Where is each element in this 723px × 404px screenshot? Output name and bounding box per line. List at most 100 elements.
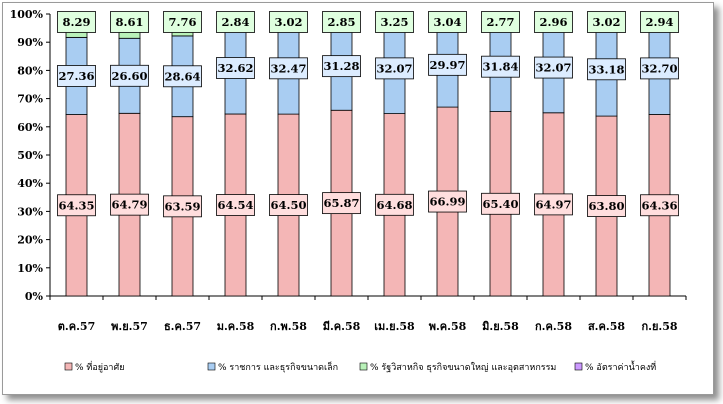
data-label-box: [322, 192, 361, 215]
y-tick-label: 100%: [10, 8, 44, 21]
x-tick-label: มี.ค.58: [323, 320, 361, 333]
data-label: 3.25: [380, 15, 408, 29]
data-label: 32.70: [641, 61, 677, 75]
data-label: 8.29: [62, 15, 90, 29]
data-label: 2.96: [539, 15, 567, 29]
data-label-box: [428, 190, 467, 213]
data-label-box: [375, 57, 414, 80]
y-tick-label: 50%: [17, 149, 43, 162]
data-label: 32.47: [270, 61, 306, 75]
data-label: 31.28: [323, 59, 359, 73]
data-label-box: [322, 11, 361, 33]
data-label-box: [640, 194, 679, 217]
data-label: 2.85: [327, 15, 355, 29]
data-label-box: [57, 65, 96, 87]
data-label-box: [481, 55, 520, 78]
data-label-box: [216, 194, 255, 216]
data-label-box: [587, 11, 626, 33]
data-label-box: [110, 193, 149, 216]
data-label: 3.02: [274, 15, 302, 29]
data-label-box: [640, 57, 679, 80]
x-tick-label: มิ.ย.58: [482, 320, 519, 333]
data-label: 26.60: [111, 69, 147, 83]
data-label-box: [587, 195, 626, 217]
legend-swatch: [207, 362, 216, 371]
x-tick-label: ก.ย.58: [641, 320, 677, 333]
data-label: 64.54: [217, 198, 253, 212]
data-label: 29.97: [429, 58, 465, 72]
legend-label: % ที่อยู่อาศัย: [75, 360, 124, 373]
data-label-box: [110, 64, 149, 87]
data-label: 32.07: [535, 61, 571, 75]
data-label: 27.36: [58, 69, 94, 83]
data-label: 31.84: [482, 60, 518, 74]
y-tick-label: 80%: [17, 64, 43, 77]
x-tick-label: ส.ค.58: [588, 320, 625, 333]
data-label: 64.97: [535, 197, 571, 211]
y-tick-label: 20%: [17, 234, 43, 247]
y-tick-label: 90%: [17, 36, 43, 49]
y-tick-label: 40%: [17, 177, 43, 190]
data-label: 64.79: [111, 198, 147, 212]
data-label: 33.18: [588, 62, 624, 76]
x-tick-label: ธ.ค.57: [164, 320, 201, 333]
data-label-box: [481, 11, 520, 33]
y-tick-label: 70%: [17, 93, 43, 106]
legend-swatch: [574, 362, 583, 371]
data-label-box: [534, 56, 573, 79]
data-label: 64.36: [641, 198, 677, 212]
legend-swatch: [64, 362, 73, 371]
legend-label: % อัตราค่าน้ำคงที่: [585, 360, 656, 373]
data-label: 28.64: [164, 69, 200, 83]
x-tick-label: ก.พ.58: [270, 320, 307, 333]
x-tick-label: ต.ค.57: [58, 320, 95, 333]
data-label: 7.76: [168, 15, 196, 29]
data-label: 66.99: [429, 195, 465, 209]
legend-label: % รัฐวิสาหกิจ ธุรกิจขนาดใหญ่ และอุตสาหกร…: [370, 362, 556, 373]
data-label: 65.40: [482, 197, 518, 211]
data-label: 2.84: [221, 15, 249, 29]
x-tick-label: พ.ย.57: [111, 320, 148, 333]
data-label-box: [57, 194, 96, 217]
data-label-box: [587, 58, 626, 81]
data-label-box: [375, 193, 414, 216]
data-label: 3.04: [433, 15, 461, 29]
data-label: 32.07: [376, 61, 412, 75]
data-label: 64.35: [58, 198, 94, 212]
legend-swatch: [359, 362, 368, 371]
data-label-box: [269, 11, 308, 33]
data-label-box: [269, 194, 308, 216]
data-label-box: [269, 57, 308, 80]
data-label-box: [216, 57, 255, 79]
x-tick-label: ก.ค.58: [535, 320, 572, 333]
data-label-box: [534, 193, 573, 216]
data-label: 3.02: [592, 15, 620, 29]
data-label: 2.77: [486, 15, 514, 29]
data-label-box: [640, 11, 679, 33]
x-tick-label: ม.ค.58: [217, 320, 255, 333]
data-label-box: [428, 53, 467, 76]
data-label-box: [481, 192, 520, 215]
y-tick-label: 0%: [25, 290, 44, 303]
y-tick-label: 30%: [17, 205, 43, 218]
data-label: 63.80: [588, 199, 624, 213]
data-label: 64.50: [270, 198, 306, 212]
data-label: 8.61: [115, 15, 143, 29]
y-tick-label: 10%: [17, 262, 43, 275]
data-label-box: [110, 11, 149, 33]
y-tick-label: 60%: [17, 121, 43, 134]
data-label-box: [57, 11, 96, 33]
data-label: 64.68: [376, 198, 412, 212]
data-label-box: [163, 65, 202, 88]
data-label-box: [375, 11, 414, 33]
data-label: 32.62: [217, 61, 253, 75]
data-label-box: [216, 11, 255, 33]
data-label-box: [163, 11, 202, 33]
data-label-box: [428, 11, 467, 33]
data-label: 65.87: [323, 196, 359, 210]
data-label-box: [163, 195, 202, 218]
data-label-box: [322, 55, 361, 78]
data-label-box: [534, 11, 573, 33]
data-label: 2.94: [645, 15, 673, 29]
